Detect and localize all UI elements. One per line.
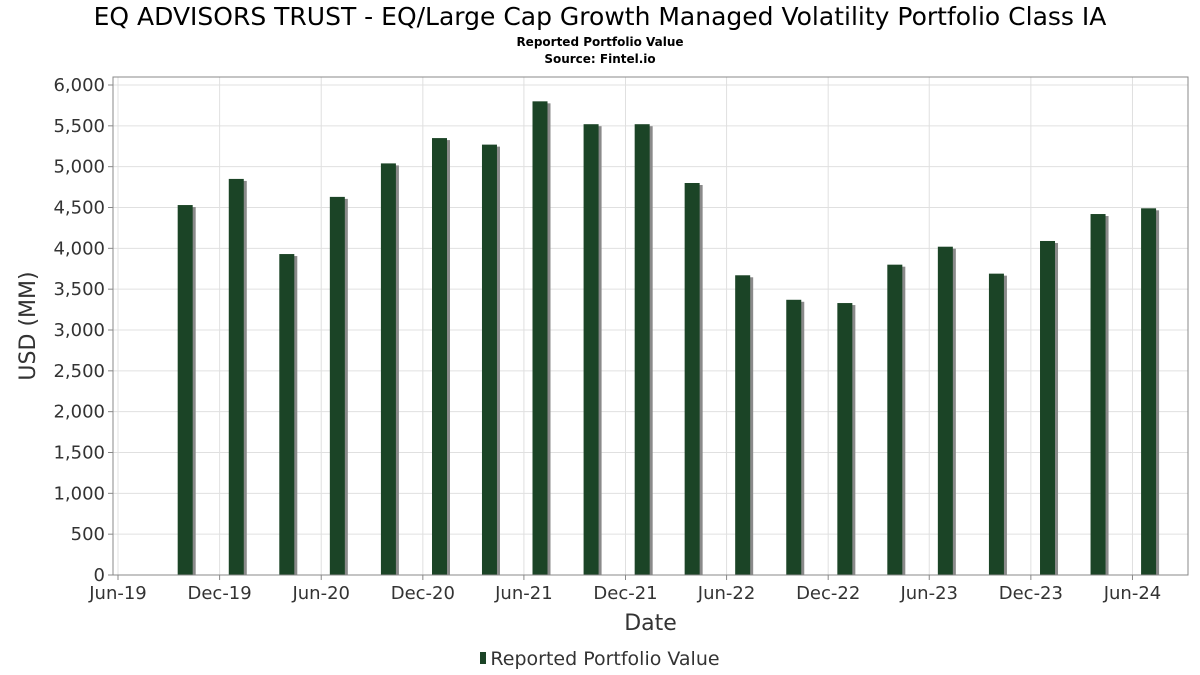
bar [1090, 214, 1106, 576]
x-tick-label: Dec-20 [391, 583, 455, 604]
bar [735, 275, 751, 575]
x-axis-title: Date [624, 611, 677, 636]
bar [228, 178, 244, 575]
bar [329, 196, 345, 575]
y-tick-label: 2,000 [53, 402, 105, 423]
bar [937, 246, 953, 575]
legend: Reported Portfolio Value [0, 648, 1200, 670]
bar [1040, 240, 1056, 575]
x-tick-label: Jun-19 [88, 583, 147, 604]
y-tick-label: 4,000 [53, 238, 105, 259]
x-tick-label: Dec-23 [999, 583, 1063, 604]
bar [177, 205, 193, 576]
y-tick-label: 5,000 [53, 157, 105, 178]
x-tick-label: Dec-22 [796, 583, 860, 604]
chart-source: Source: Fintel.io [544, 52, 656, 66]
y-tick-label: 5,500 [53, 116, 105, 137]
bar [786, 299, 802, 575]
x-tick-label: Jun-20 [291, 583, 350, 604]
bar [380, 163, 396, 575]
bar [988, 273, 1004, 575]
x-tick-label: Jun-22 [697, 583, 756, 604]
legend-label: Reported Portfolio Value [490, 648, 720, 670]
bar [634, 124, 650, 575]
y-tick-label: 1,000 [53, 483, 105, 504]
bar [431, 138, 447, 576]
x-tick-label: Jun-23 [899, 583, 958, 604]
x-tick-label: Jun-24 [1103, 583, 1162, 604]
y-tick-label: 3,000 [53, 320, 105, 341]
y-tick-label: 0 [94, 565, 105, 586]
y-tick-label: 3,500 [53, 279, 105, 300]
y-tick-label: 6,000 [53, 75, 105, 96]
y-tick-label: 500 [71, 524, 105, 545]
bar [684, 183, 700, 575]
bar [532, 101, 548, 575]
bar [1141, 208, 1157, 576]
bar [837, 303, 853, 575]
y-tick-label: 4,500 [53, 198, 105, 219]
chart-title: EQ ADVISORS TRUST - EQ/Large Cap Growth … [93, 2, 1107, 31]
bar [279, 254, 295, 576]
y-axis-title: USD (MM) [16, 271, 41, 380]
y-tick-label: 1,500 [53, 443, 105, 464]
chart-subtitle: Reported Portfolio Value [516, 35, 684, 49]
x-tick-label: Dec-19 [187, 583, 251, 604]
x-tick-label: Jun-21 [494, 583, 553, 604]
x-tick-label: Dec-21 [593, 583, 657, 604]
plot-border [112, 76, 1189, 576]
bar [887, 264, 903, 575]
bar [583, 124, 599, 575]
y-tick-label: 2,500 [53, 361, 105, 382]
legend-swatch [480, 652, 487, 664]
bar [481, 144, 497, 575]
